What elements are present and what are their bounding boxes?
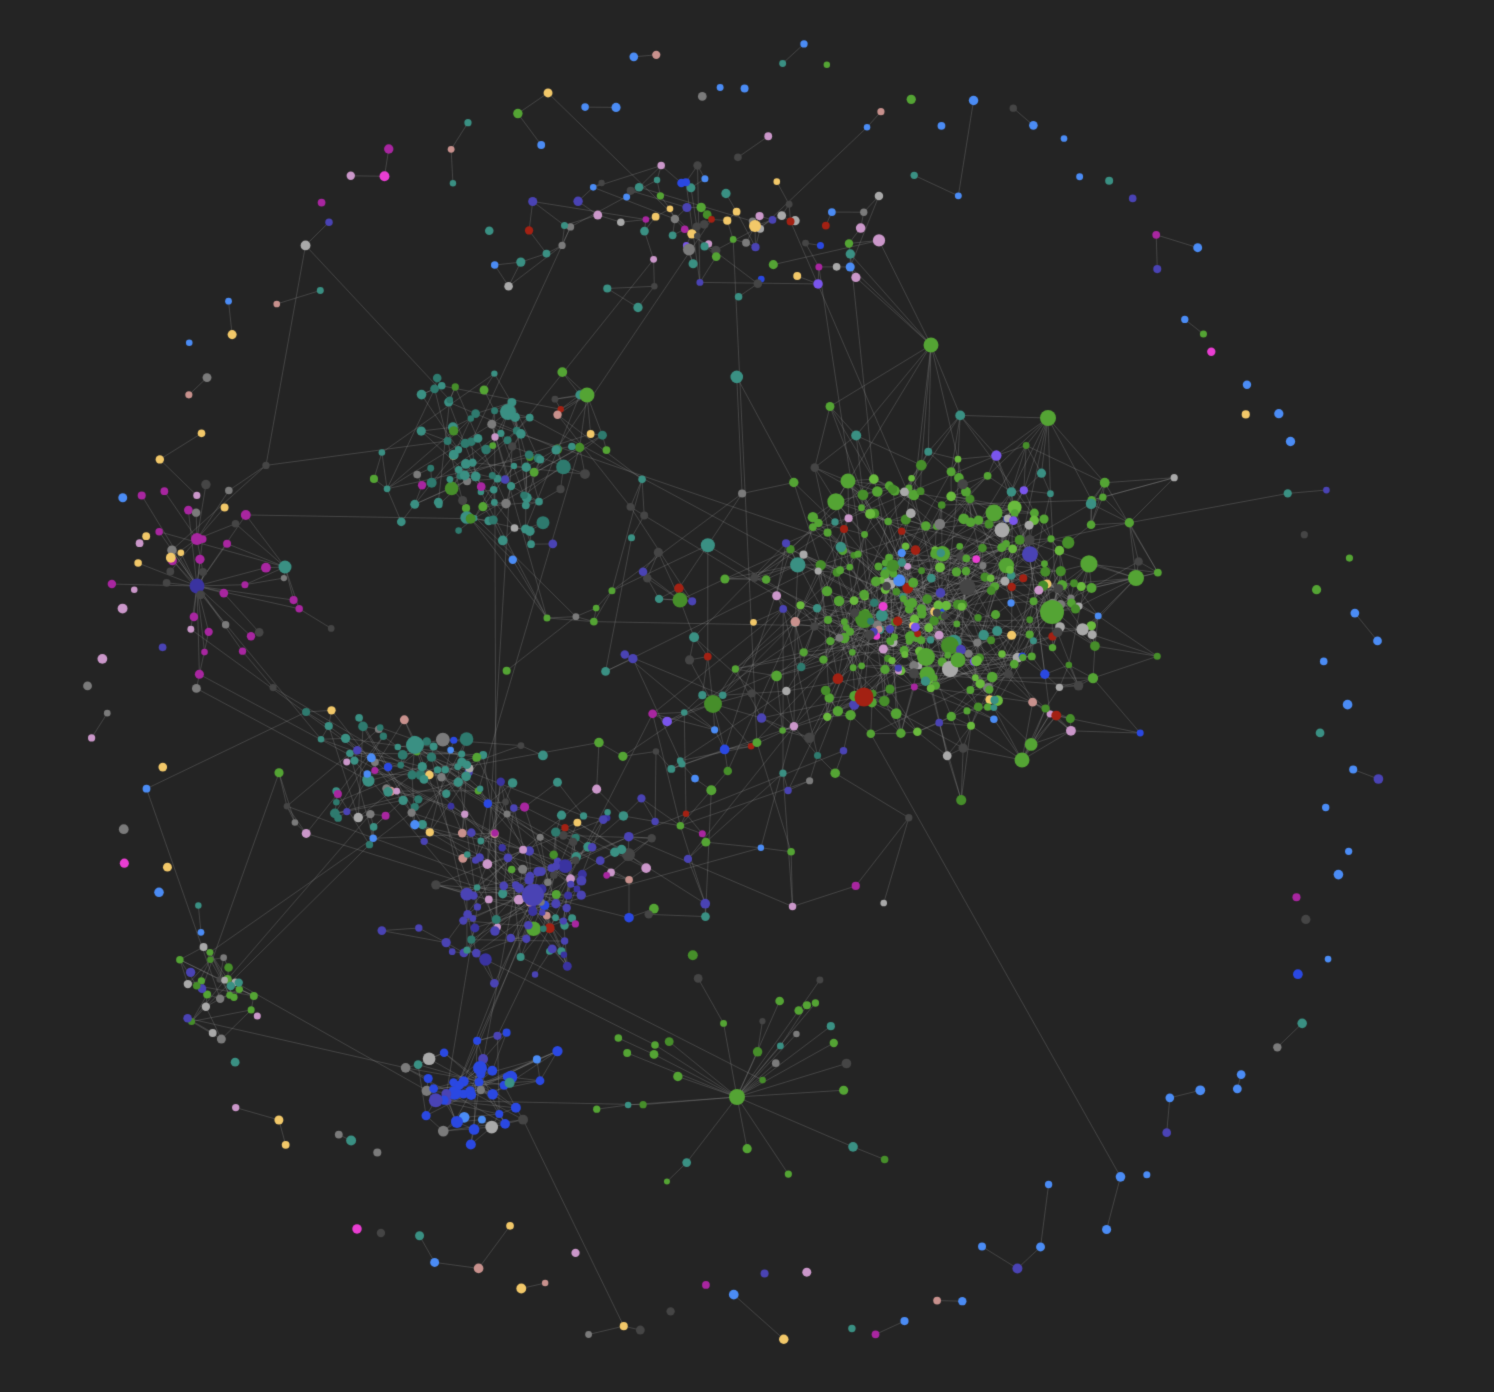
network-graph-canvas[interactable] (0, 0, 1494, 1392)
graph-stage (0, 0, 1494, 1392)
